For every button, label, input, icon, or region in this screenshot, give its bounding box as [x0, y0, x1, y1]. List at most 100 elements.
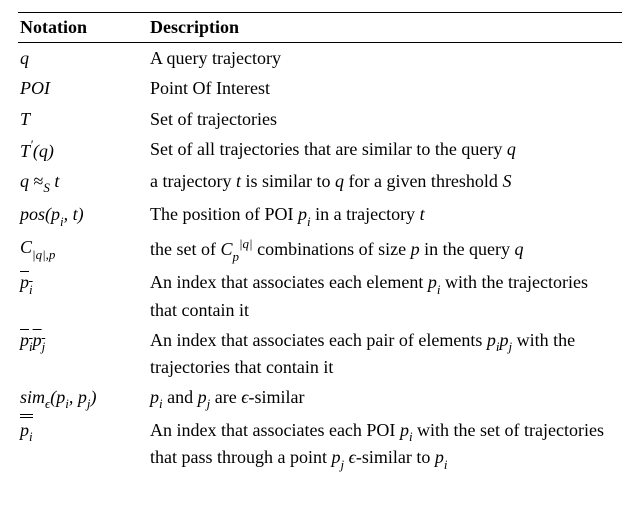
table-row: C|q|,p the set of Cp|q| combinations of …: [18, 232, 622, 267]
desc-text: is similar to: [241, 171, 335, 191]
table-row: simϵ(pi, pj) pi and pj are ϵ-similar: [18, 382, 622, 415]
desc-text: An index that associates each POI: [150, 420, 400, 440]
sup-q: |q|: [239, 236, 253, 251]
p: p: [400, 420, 409, 440]
sub-eps: ϵ: [45, 396, 50, 411]
notation-cell: C|q|,p: [18, 232, 148, 267]
notation-cell: pi: [18, 415, 148, 475]
sim: sim: [20, 387, 45, 407]
desc-text: An index that associates each pair of el…: [150, 330, 487, 350]
pi-inline: pi: [400, 420, 413, 440]
sub-j: j: [509, 339, 513, 354]
p: p: [500, 330, 509, 350]
rparen: ): [78, 204, 84, 224]
p: p: [198, 387, 207, 407]
sym-C: C|q|,p: [20, 237, 55, 257]
C-sub: |q|,p: [32, 247, 55, 262]
p: p: [49, 247, 55, 262]
sym-T: T: [20, 109, 30, 129]
bar: |: [42, 247, 46, 262]
table-row: pi An index that associates each POI pi …: [18, 415, 622, 475]
eps-inline: ϵ: [349, 447, 356, 467]
desc-cell: A query trajectory: [148, 43, 622, 74]
q-inline: q: [515, 239, 524, 259]
table-row: q ≈S t a trajectory t is similar to q fo…: [18, 166, 622, 199]
p-inline: p: [411, 239, 420, 259]
desc-cell: An index that associates each pair of el…: [148, 325, 622, 382]
desc-text: combinations of size: [253, 239, 411, 259]
desc-cell: the set of Cp|q| combinations of size p …: [148, 232, 622, 267]
sym-sim: simϵ(pi, pj): [20, 387, 96, 407]
desc-text: in a trajectory: [311, 204, 420, 224]
sub-p: p: [233, 249, 239, 264]
table-row: T′(q) Set of all trajectories that are s…: [18, 134, 622, 166]
p: p: [20, 420, 29, 440]
sub-i: i: [60, 214, 64, 229]
bar: |: [249, 236, 253, 251]
table-row: T Set of trajectories: [18, 104, 622, 134]
q-arg: q: [39, 141, 48, 161]
sub-i: i: [29, 282, 33, 297]
desc-cell: An index that associates each POI pi wit…: [148, 415, 622, 475]
desc-cell: Point Of Interest: [148, 73, 622, 103]
sym-q: q: [20, 171, 29, 191]
desc-text: Set of all trajectories that are similar…: [150, 139, 507, 159]
notation-cell: pi: [18, 267, 148, 324]
desc-text: -similar: [248, 387, 304, 407]
Cpq-inline: Cp|q|: [220, 239, 252, 259]
desc-cell: Set of all trajectories that are similar…: [148, 134, 622, 166]
p: p: [78, 387, 87, 407]
table-row: pos(pi, t) The position of POI pi in a t…: [18, 199, 622, 232]
notation-cell: POI: [18, 73, 148, 103]
prime: ′: [30, 137, 33, 152]
desc-text: and: [163, 387, 198, 407]
rparen: ): [90, 387, 96, 407]
notation-cell: q ≈S t: [18, 166, 148, 199]
sym-pos: pos(pi, t): [20, 204, 84, 224]
table-row: q A query trajectory: [18, 43, 622, 74]
p: p: [56, 387, 65, 407]
sym-pi-doublebar: pi: [20, 418, 33, 445]
sub-j: j: [207, 396, 211, 411]
pi-inline: pi: [150, 387, 163, 407]
desc-cell: An index that associates each element pi…: [148, 267, 622, 324]
sym-poi: POI: [20, 78, 50, 98]
pi-inline: pi: [298, 204, 311, 224]
T-letter: T: [20, 141, 30, 161]
rparen: ): [48, 141, 54, 161]
notation-cell: pos(pi, t): [18, 199, 148, 232]
t-inline: t: [420, 204, 425, 224]
S-inline: S: [502, 171, 511, 191]
comma: ,: [69, 387, 78, 407]
p: p: [150, 387, 159, 407]
notation-cell: T: [18, 104, 148, 134]
p: p: [20, 330, 29, 350]
notation-cell: q: [18, 43, 148, 74]
table-header-row: Notation Description: [18, 13, 622, 43]
desc-text: An index that associates each element: [150, 272, 428, 292]
desc-text: for a given threshold: [344, 171, 502, 191]
sym-Tprime: T′(q): [20, 141, 54, 161]
sub-i: i: [307, 214, 311, 229]
desc-cell: The position of POI pi in a trajectory t: [148, 199, 622, 232]
C: C: [20, 237, 32, 257]
sub-i: i: [409, 429, 413, 444]
pj-inline: pj: [198, 387, 211, 407]
sym-pipj-bar: pipj: [20, 330, 45, 350]
col-header-notation: Notation: [18, 13, 148, 43]
sym-t: t: [54, 171, 59, 191]
sub-j: j: [87, 396, 91, 411]
pi-inline2: pi: [435, 447, 448, 467]
notation-cell: T′(q): [18, 134, 148, 166]
sub-i: i: [159, 396, 163, 411]
C: C: [220, 239, 232, 259]
sub-j: j: [42, 339, 46, 354]
sym-q-inline: q: [507, 139, 516, 159]
sub-i: i: [29, 339, 33, 354]
table-row: pi An index that associates each element…: [18, 267, 622, 324]
pos-word: pos: [20, 204, 45, 224]
p: p: [487, 330, 496, 350]
desc-cell: a trajectory t is similar to q for a giv…: [148, 166, 622, 199]
sub-j: j: [340, 457, 344, 472]
approx: ≈: [34, 171, 44, 191]
